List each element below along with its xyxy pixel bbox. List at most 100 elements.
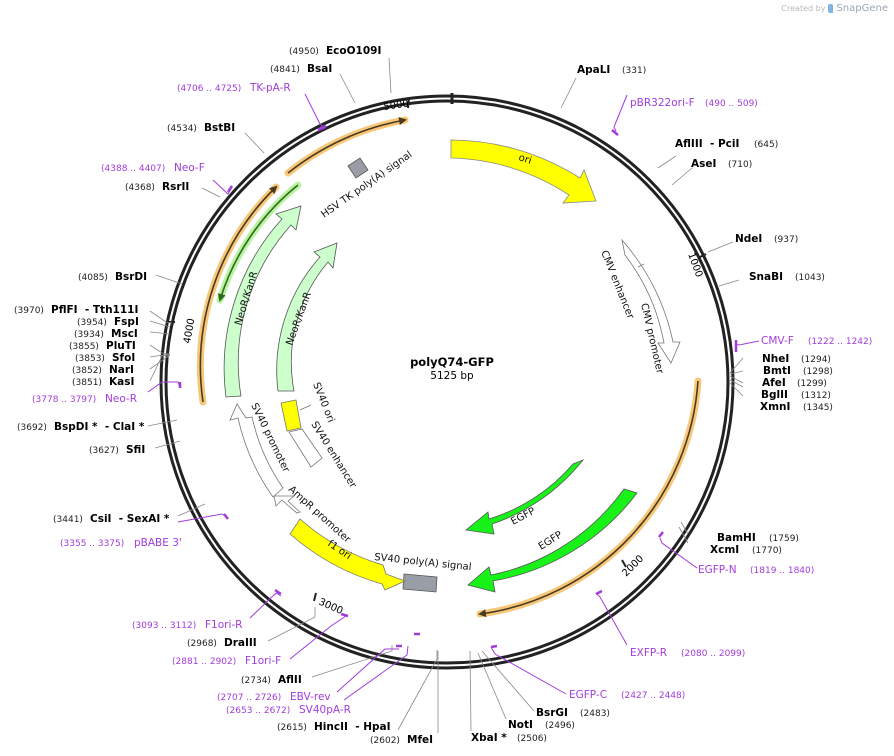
enzyme-noti[interactable]: NotI (2496) [508, 719, 575, 731]
svg-text:(3441): (3441) [53, 515, 83, 525]
primer-cmv-f[interactable]: CMV-F (1222 .. 1242) [761, 335, 872, 347]
enzyme-sfii[interactable]: (3627) SfiI [89, 444, 145, 456]
primer-ebv-rev[interactable]: (2707 .. 2726) EBV-rev [217, 691, 331, 703]
svg-text:BmtI: BmtI [763, 365, 791, 377]
enzyme-pflfi-tth111i[interactable]: (3970) PflFI - Tth111I [14, 304, 138, 316]
enzyme-csii-sexai[interactable]: (3441) CsiI - SexAI * [53, 513, 170, 525]
primer-pbabe-3[interactable]: (3355 .. 3375) pBABE 3' [60, 537, 182, 549]
svg-text:(3778 .. 3797): (3778 .. 3797) [32, 395, 96, 405]
enzyme-pluti[interactable]: (3855) PluTI [69, 340, 136, 352]
feature-hsv-tk-polya[interactable] [347, 157, 369, 179]
svg-text:EGFP-C: EGFP-C [569, 689, 607, 701]
svg-text:CMV-F: CMV-F [761, 335, 794, 347]
feature-neor-kanr-1[interactable] [223, 205, 302, 398]
feature-sv40-ori[interactable] [280, 399, 302, 432]
svg-text:AflIII - PciI: AflIII - PciI [675, 138, 739, 150]
svg-text:NheI: NheI [762, 353, 789, 365]
svg-text:(4950): (4950) [289, 47, 319, 57]
svg-text:(1043): (1043) [795, 273, 825, 283]
svg-text:SfiI: SfiI [126, 444, 145, 456]
enzyme-bamhi[interactable]: BamHI (1759) [717, 532, 799, 544]
enzyme-leaders [147, 57, 744, 733]
svg-text:(331): (331) [622, 66, 646, 76]
svg-text:BamHI: BamHI [717, 532, 756, 544]
feature-egfp-1[interactable] [465, 459, 585, 535]
enzyme-bsai[interactable]: (4841) BsaI [270, 63, 332, 75]
enzyme-mfei[interactable]: (2602) MfeI [370, 734, 433, 746]
svg-text:(3627): (3627) [89, 446, 119, 456]
enzyme-bsrgi[interactable]: BsrGI (2483) [536, 707, 610, 719]
svg-text:(2968): (2968) [187, 639, 217, 649]
feature-label-ori: ori [517, 152, 533, 166]
svg-text:ApaLI: ApaLI [577, 64, 610, 76]
enzyme-msci[interactable]: (3934) MscI [74, 328, 138, 340]
enzyme-bspdi-clai[interactable]: (3692) BspDI * - ClaI * [17, 421, 145, 433]
feature-cmv[interactable] [621, 238, 681, 364]
svg-text:(710): (710) [728, 160, 752, 170]
enzyme-asei[interactable]: AseI (710) [691, 158, 752, 170]
snapgene-branding: Created by SnapGene [781, 3, 888, 14]
primer-egfp-n[interactable]: EGFP-N (1819 .. 1840) [698, 564, 814, 576]
primer-f1ori-r[interactable]: (3093 .. 3112) F1ori-R [132, 619, 242, 631]
enzyme-hincii-hpai[interactable]: (2615) HincII - HpaI [277, 721, 391, 733]
enzyme-snabi[interactable]: SnaBI (1043) [749, 271, 825, 283]
svg-text:(2602): (2602) [370, 736, 400, 746]
enzyme-ndei[interactable]: NdeI (937) [735, 233, 798, 245]
feature-neor-kanr-2[interactable] [276, 242, 338, 392]
feature-f1-ori[interactable] [289, 518, 407, 591]
feature-ampr-promoter[interactable] [273, 495, 301, 514]
tick-4000: 4000 [182, 318, 197, 345]
primer-egfp-c[interactable]: EGFP-C (2427 .. 2448) [569, 689, 685, 701]
svg-text:(3093 .. 3112): (3093 .. 3112) [132, 621, 196, 631]
enzyme-afei[interactable]: AfeI (1299) [762, 377, 827, 389]
enzyme-bmti[interactable]: BmtI (1298) [763, 365, 833, 377]
svg-text:(2615): (2615) [277, 723, 307, 733]
svg-text:(1345): (1345) [803, 403, 833, 413]
primer-neo-r[interactable]: (3778 .. 3797) Neo-R [32, 393, 137, 405]
svg-text:MscI: MscI [111, 328, 138, 340]
enzyme-xmni[interactable]: XmnI (1345) [760, 401, 833, 413]
feature-sv40-promoter[interactable] [229, 403, 284, 498]
feature-sv40-polya[interactable] [402, 573, 438, 593]
svg-text:BstBI: BstBI [204, 122, 235, 134]
enzyme-nari[interactable]: (3852) NarI [72, 364, 134, 376]
primer-neo-f[interactable]: (4388 .. 4407) Neo-F [101, 162, 205, 174]
primer-pbr322ori-f[interactable]: pBR322ori-F (490 .. 509) [630, 97, 758, 109]
enzyme-xcmi[interactable]: XcmI (1770) [710, 544, 782, 556]
enzyme-bstbi[interactable]: (4534) BstBI [167, 122, 235, 134]
enzyme-apali[interactable]: ApaLI (331) [577, 64, 646, 76]
primer-f1ori-f[interactable]: (2881 .. 2902) F1ori-F [172, 655, 281, 667]
svg-text:PluTI: PluTI [106, 340, 136, 352]
enzyme-aflii[interactable]: (2734) AflII [241, 674, 302, 686]
svg-text:(4085): (4085) [78, 273, 108, 283]
feature-label-sv40-ori: SV40 ori [310, 381, 336, 424]
svg-text:CsiI - SexAI *: CsiI - SexAI * [90, 513, 170, 525]
svg-text:(3855): (3855) [69, 342, 99, 352]
svg-text:(937): (937) [774, 235, 798, 245]
created-by-text: Created by [781, 4, 826, 13]
enzyme-kasi[interactable]: (3851) KasI [72, 376, 134, 388]
enzyme-ecoo109i[interactable]: (4950) EcoO109I [289, 45, 381, 57]
enzyme-rsrii[interactable]: (4368) RsrII [125, 181, 189, 193]
primer-exfp-r[interactable]: EXFP-R (2080 .. 2099) [630, 647, 745, 659]
enzyme-nhei[interactable]: NheI (1294) [762, 353, 831, 365]
enzyme-bglii[interactable]: BglII (1312) [761, 389, 831, 401]
enzyme-fspi[interactable]: (3954) FspI [77, 316, 139, 328]
enzyme-xbai[interactable]: XbaI * (2506) [471, 732, 547, 744]
primer-sv40pa-r[interactable]: (2653 .. 2672) SV40pA-R [226, 704, 351, 716]
svg-text:NarI: NarI [109, 364, 134, 376]
enzyme-draiii[interactable]: (2968) DraIII [187, 637, 257, 649]
enzyme-afliii-pcii[interactable]: AflIII - PciI (645) [675, 138, 778, 150]
primer-tk-pa-r[interactable]: (4706 .. 4725) TK-pA-R [177, 82, 291, 94]
svg-text:(3851): (3851) [72, 378, 102, 388]
enzyme-sfoi[interactable]: (3853) SfoI [75, 352, 135, 364]
svg-text:BspDI * - ClaI *: BspDI * - ClaI * [54, 421, 145, 433]
svg-text:(3852): (3852) [72, 366, 102, 376]
snapgene-name: SnapGene [836, 3, 888, 14]
feature-ori[interactable] [450, 139, 597, 204]
feature-egfp-2[interactable] [467, 488, 638, 593]
enzyme-bsrdi[interactable]: (4085) BsrDI [78, 271, 147, 283]
svg-text:(1819 .. 1840): (1819 .. 1840) [750, 566, 814, 576]
feature-sv40-enhancer[interactable] [288, 428, 323, 468]
svg-text:FspI: FspI [114, 316, 139, 328]
